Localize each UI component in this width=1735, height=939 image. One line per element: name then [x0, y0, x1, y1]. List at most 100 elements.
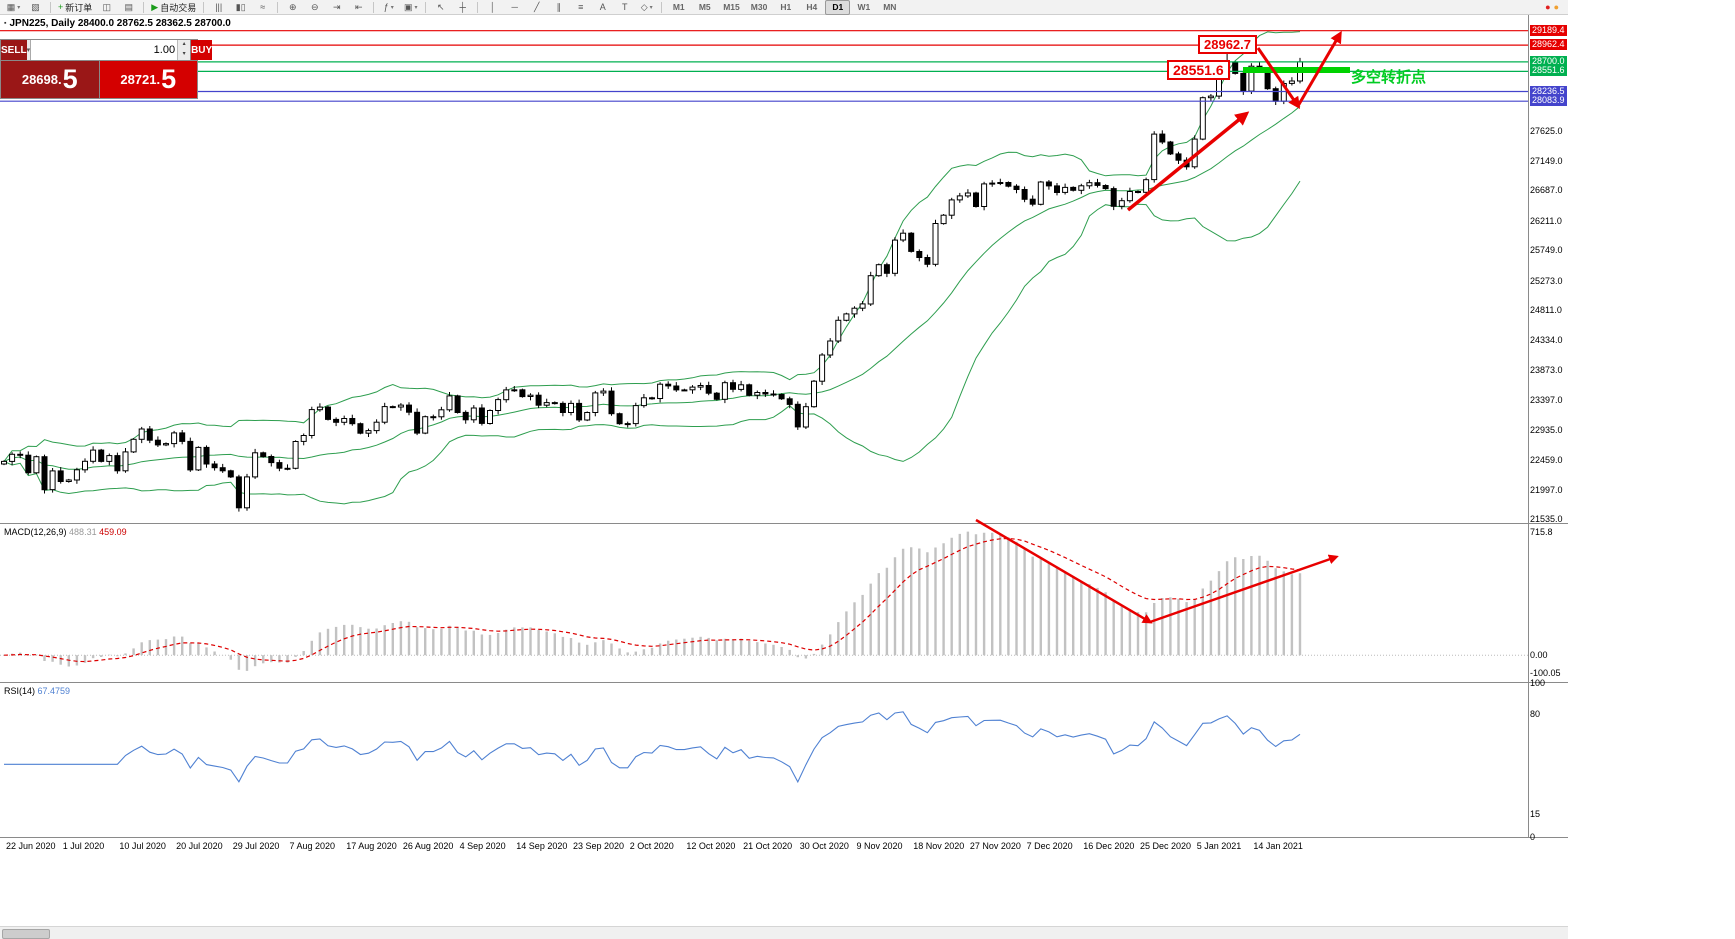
label-icon: T — [621, 1, 628, 12]
resistance-price-tick: 29189.4 — [1530, 24, 1567, 36]
text-icon: A — [599, 1, 606, 12]
panel-divider[interactable] — [0, 523, 1568, 524]
volume-dropdown[interactable]: ▾ — [26, 40, 32, 60]
zoom-in-icon: ⊕ — [288, 1, 297, 12]
new-order-button[interactable]: + 新订单 — [55, 0, 95, 15]
timeframe-m15-button[interactable]: M15 — [723, 2, 740, 12]
shapes-icon: ◇ — [640, 1, 648, 12]
zoom-out-button[interactable]: ⊖ — [304, 0, 325, 15]
sell-price-main: 28698. — [21, 72, 62, 87]
date-label: 4 Sep 2020 — [459, 841, 506, 851]
macd-tick: 715.8 — [1530, 526, 1553, 537]
panel-divider[interactable] — [0, 837, 1568, 838]
vertical-line-button[interactable]: │ — [482, 0, 503, 15]
chart-shift-button[interactable]: ⇤ — [348, 0, 369, 15]
shapes-button[interactable]: ◇ ▾ — [636, 0, 657, 15]
horizontal-line-button[interactable]: ─ — [504, 0, 525, 15]
volume-field: ▴ ▾ — [31, 40, 191, 60]
text-button[interactable]: A — [592, 0, 613, 15]
macd-name: MACD(12,26,9) — [4, 527, 67, 537]
macd-value-main: 488.31 — [69, 527, 97, 537]
macd-panel[interactable] — [0, 524, 1528, 682]
line-chart-button[interactable]: ≈ — [252, 0, 273, 15]
candlestick-chart[interactable] — [0, 15, 1528, 523]
auto-scroll-button[interactable]: ⇥ — [326, 0, 347, 15]
price-tick: 22459.0 — [1530, 455, 1563, 465]
toolbar: ▦ ▾ ▧ + 新订单 ◫ ▤ ▶ 自动交易 ||| ▮▯ ≈ ⊕ ⊖ ⇥ ⇤ ƒ ▾ ▣ ▾ ↖ ┼ │ ─ ╱ ∥ ≡ A T ◇ ▾ M… — [0, 0, 1568, 15]
zoom-in-button[interactable]: ⊕ — [282, 0, 303, 15]
sell-button[interactable]: SELL — [1, 40, 27, 60]
price-tick: 24334.0 — [1530, 335, 1563, 346]
volume-up-button[interactable]: ▴ — [178, 40, 191, 50]
autotrading-button[interactable]: ▶ 自动交易 — [148, 0, 199, 15]
indicators-button[interactable]: ƒ ▾ — [378, 0, 399, 15]
scrollbar-thumb[interactable] — [2, 929, 50, 939]
pivot-price-label[interactable]: 28551.6 — [1167, 60, 1230, 80]
panel-divider[interactable] — [0, 682, 1568, 683]
timeframe-mn-button[interactable]: MN — [883, 2, 897, 12]
channel-icon: ∥ — [556, 1, 561, 12]
toolbar-separator — [143, 1, 145, 13]
chart-symbol-icon: ▪ — [4, 20, 7, 27]
buy-button[interactable]: BUY — [190, 40, 213, 60]
date-label: 12 Oct 2020 — [686, 841, 736, 851]
volume-input[interactable] — [31, 40, 178, 60]
swing-high-price-label[interactable]: 28962.7 — [1198, 35, 1257, 54]
price-tick: 21997.0 — [1530, 484, 1563, 495]
label-button[interactable]: T — [614, 0, 635, 15]
date-label: 23 Sep 2020 — [573, 841, 625, 851]
price-tick: 27149.0 — [1530, 155, 1563, 166]
zoom-out-icon: ⊖ — [310, 1, 319, 12]
timeframe-m30-button[interactable]: M30 — [750, 2, 768, 12]
date-label: 30 Oct 2020 — [799, 841, 849, 851]
trendline-icon: ╱ — [534, 1, 540, 12]
auto-scroll-icon: ⇥ — [332, 1, 341, 12]
price-tick: 27625.0 — [1530, 125, 1563, 136]
toolbar-separator — [425, 1, 427, 13]
date-label: 1 Jul 2020 — [62, 841, 105, 851]
templates-icon: ▣ — [403, 1, 413, 12]
toolbar-separator — [203, 1, 205, 13]
new-chart-button[interactable]: ▦ ▾ — [3, 0, 24, 15]
timeframe-d1-button[interactable]: D1 — [825, 0, 851, 15]
date-label: 26 Aug 2020 — [402, 841, 454, 851]
alert-orange-icon[interactable]: ● — [1553, 1, 1559, 12]
timeframe-h1-button[interactable]: H1 — [780, 2, 792, 12]
alert-red-icon[interactable]: ● — [1545, 1, 1551, 12]
fibonacci-button[interactable]: ≡ — [570, 0, 591, 15]
candlestick-chart-button[interactable]: ▮▯ — [230, 0, 251, 15]
pivot-price-tick: 28700.0 — [1530, 55, 1567, 67]
price-tick: 26687.0 — [1530, 185, 1563, 196]
bar-chart-button[interactable]: ||| — [208, 0, 229, 15]
timeframe-m1-button[interactable]: M1 — [672, 2, 685, 12]
date-label: 7 Dec 2020 — [1026, 841, 1073, 851]
price-tick: 23873.0 — [1530, 364, 1563, 375]
price-axis[interactable]: 27625.0 27149.0 26687.0 26211.0 25749.0 25273… — [1530, 15, 1567, 855]
data-window-button[interactable]: ▤ — [118, 0, 139, 15]
cursor-button[interactable]: ↖ — [430, 0, 451, 15]
price-tick: 25749.0 — [1530, 245, 1563, 256]
volume-down-button[interactable]: ▾ — [178, 50, 191, 60]
buy-price[interactable]: 28721. 5 — [98, 61, 197, 98]
date-axis[interactable]: 22 Jun 2020 1 Jul 2020 10 Jul 2020 20 Jul 2… — [0, 837, 1528, 855]
crosshair-button[interactable]: ┼ — [452, 0, 473, 15]
chart-window-button[interactable]: ◫ — [96, 0, 117, 15]
timeframe-m5-button[interactable]: M5 — [698, 2, 711, 12]
line-chart-icon: ≈ — [260, 1, 266, 12]
cursor-icon: ↖ — [436, 1, 445, 12]
channel-button[interactable]: ∥ — [548, 0, 569, 15]
sell-price[interactable]: 28698. 5 — [1, 61, 99, 98]
date-label: 14 Sep 2020 — [516, 841, 568, 851]
timeframe-h4-button[interactable]: H4 — [806, 2, 818, 12]
rsi-panel[interactable] — [0, 683, 1528, 837]
trendline-button[interactable]: ╱ — [526, 0, 547, 15]
templates-button[interactable]: ▣ ▾ — [400, 0, 421, 15]
date-label: 5 Jan 2021 — [1196, 841, 1242, 851]
rsi-tick: 100 — [1530, 678, 1546, 688]
support-price-tick: 28083.9 — [1530, 95, 1567, 107]
one-click-trading-panel: SELL ▾ ▴ ▾ BUY 28698.5 28721 — [0, 39, 213, 99]
crosshair-icon: ┼ — [459, 1, 466, 12]
timeframe-w1-button[interactable]: W1 — [857, 2, 871, 12]
profiles-button[interactable]: ▧ — [25, 0, 46, 15]
horizontal-scrollbar[interactable] — [0, 926, 1568, 939]
